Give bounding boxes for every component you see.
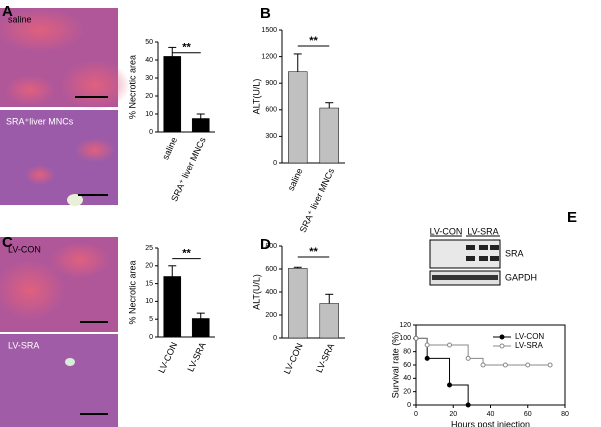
band-label: GAPDH [505, 272, 537, 282]
x-tick-label: 60 [524, 411, 532, 418]
y-axis-label: ALT(U/L) [251, 274, 261, 310]
y-tick-label: 0 [407, 402, 411, 409]
y-tick-label: 0 [149, 129, 153, 136]
bar [163, 276, 182, 338]
legend-marker [499, 343, 505, 349]
y-tick-label: 120 [399, 322, 411, 329]
y-tick-label: 80 [403, 349, 411, 356]
lane-label: LV-CON [430, 226, 463, 236]
x-tick-label: LV-CON [282, 342, 305, 376]
y-tick-label: 40 [403, 375, 411, 382]
bar [163, 56, 182, 133]
y-tick-label: 1200 [261, 53, 277, 60]
y-tick-label: 60 [403, 362, 411, 369]
x-tick-label: LV-CON [156, 341, 179, 375]
legend-label: LV-SRA [515, 341, 544, 350]
point [547, 362, 553, 368]
legend-marker [499, 334, 505, 340]
y-tick-label: 300 [265, 133, 277, 140]
y-axis-label: % Necrotic area [127, 55, 137, 119]
panel-letter: A [2, 3, 13, 20]
significance-label: ** [309, 246, 318, 258]
micrograph-label: saline [8, 14, 32, 24]
y-axis-label: % Necrotic area [127, 260, 137, 324]
x-tick-label: 20 [449, 411, 457, 418]
y-tick-label: 15 [145, 280, 153, 287]
x-tick-label: SRA⁺ liver MNCs [298, 166, 337, 234]
x-tick-label: 40 [487, 411, 495, 418]
y-tick-label: 800 [265, 243, 277, 250]
y-tick-label: 200 [265, 312, 277, 319]
y-axis-label: Survival rate (%) [390, 332, 400, 399]
survival-line [416, 337, 469, 405]
significance-label: ** [182, 42, 191, 54]
y-tick-label: 900 [265, 80, 277, 87]
panel-letter: B [260, 5, 271, 22]
point [413, 335, 419, 341]
y-tick-label: 400 [265, 289, 277, 296]
y-tick-label: 5 [149, 316, 153, 323]
y-tick-label: 40 [145, 57, 153, 64]
x-tick-label: 0 [414, 411, 418, 418]
y-axis-label: ALT(U/L) [251, 79, 261, 115]
western-blot: LV-CON LV-SRA SRA GAPDH [429, 226, 537, 286]
y-tick-label: 0 [273, 335, 277, 342]
micrograph: LV-SRA [0, 334, 118, 427]
bar [191, 318, 210, 338]
micrograph-label: SRA⁺liver MNCs [6, 116, 74, 126]
band-label: SRA [505, 248, 524, 258]
x-tick-label: saline [286, 167, 305, 193]
micrograph-label: LV-SRA [8, 340, 39, 350]
micrograph: saline [0, 8, 130, 110]
point [465, 402, 471, 408]
y-tick-label: 600 [265, 107, 277, 114]
point [502, 362, 508, 368]
lane-label: LV-SRA [467, 226, 498, 236]
x-tick-label: LV-SRA [185, 341, 207, 374]
point [525, 362, 531, 368]
panel-letter: C [2, 234, 13, 251]
point [424, 342, 430, 348]
y-tick-label: 100 [399, 335, 411, 342]
y-tick-label: 20 [403, 389, 411, 396]
point [465, 355, 471, 361]
y-tick-label: 1500 [261, 27, 277, 34]
y-tick-label: 10 [145, 298, 153, 305]
y-tick-label: 50 [145, 39, 153, 46]
bar [191, 118, 210, 133]
y-tick-label: 30 [145, 75, 153, 82]
x-tick-label: saline [160, 136, 179, 162]
point [447, 382, 453, 388]
point [424, 355, 430, 361]
bar [319, 107, 339, 164]
y-tick-label: 20 [145, 263, 153, 270]
micrograph: LV-CON [0, 237, 118, 332]
micrograph: SRA⁺liver MNCs [0, 110, 118, 206]
y-tick-label: 600 [265, 266, 277, 273]
panel-letter: D [260, 236, 271, 253]
bar [288, 268, 308, 339]
point [480, 362, 486, 368]
significance-label: ** [309, 35, 318, 47]
micrograph-label: LV-CON [8, 244, 41, 254]
point [447, 342, 453, 348]
legend-label: LV-CON [515, 332, 544, 341]
y-tick-label: 0 [149, 334, 153, 341]
y-tick-label: 0 [273, 160, 277, 167]
significance-label: ** [182, 248, 191, 260]
x-tick-label: LV-SRA [314, 342, 336, 375]
bar [288, 71, 308, 164]
bar [319, 303, 339, 339]
x-tick-label: 80 [561, 411, 569, 418]
x-axis-label: Hours post injection [451, 419, 530, 427]
y-tick-label: 10 [145, 111, 153, 118]
y-tick-label: 25 [145, 245, 153, 252]
y-tick-label: 20 [145, 93, 153, 100]
panel-letter: E [567, 209, 577, 226]
